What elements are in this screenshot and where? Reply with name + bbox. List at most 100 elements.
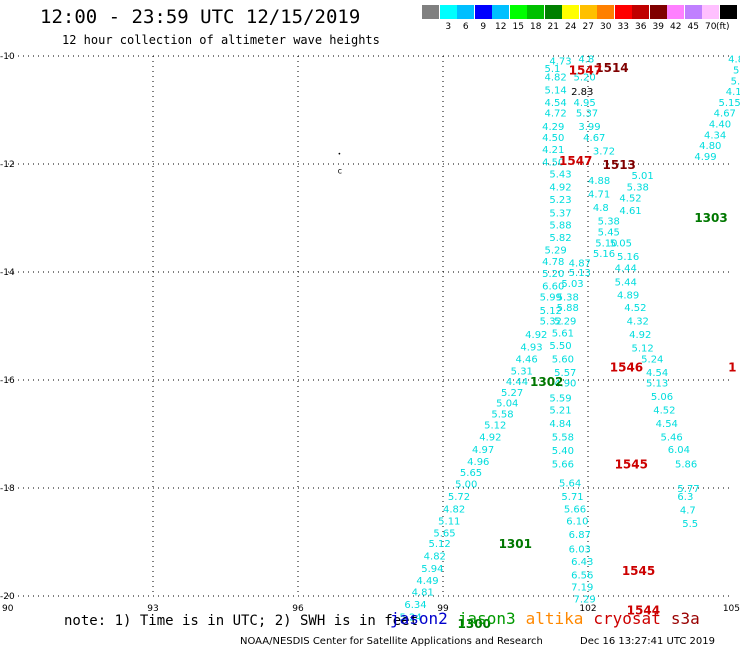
legend-swatch — [544, 5, 562, 19]
x-tick-label: 93 — [147, 604, 158, 614]
pass-time-label: 1303 — [694, 211, 727, 225]
legend-swatch — [649, 5, 667, 19]
wave-height-point: 5.03 — [561, 279, 583, 290]
wave-height-point: 3.72 — [593, 147, 615, 158]
wave-height-point: 5.38 — [557, 292, 579, 303]
wave-height-point: 5.12 — [632, 344, 654, 355]
page-subtitle: 12 hour collection of altimeter wave hei… — [62, 33, 380, 47]
wave-height-point: 4.80 — [699, 141, 721, 152]
wave-height-point: 6.34 — [404, 600, 426, 611]
x-tick-label: 96 — [292, 604, 304, 614]
wave-height-point: 4.81 — [412, 588, 434, 599]
wave-height-point: 4.97 — [472, 445, 494, 456]
legend-label: 3 — [445, 22, 452, 32]
wave-height-point: 4.95 — [574, 98, 596, 109]
wave-height-point: 4.84 — [549, 419, 571, 430]
wave-height-point: 5.06 — [651, 392, 673, 403]
legend-swatch — [492, 5, 509, 19]
wave-height-point: 5.37 — [576, 109, 598, 120]
legend-label: 36 — [635, 22, 647, 32]
satellite-s3a: s3a — [670, 609, 700, 628]
pass-time-label: 1 — [728, 361, 736, 375]
wave-height-point: 4.72 — [545, 109, 567, 120]
wave-height-point: 6.43 — [571, 557, 593, 568]
wave-height-point: 4.54 — [656, 419, 678, 430]
wave-height-point: 5.38 — [627, 183, 649, 194]
wave-height-point: 4.52 — [624, 303, 646, 314]
wave-height-point: 4.99 — [694, 152, 716, 163]
legend-label: 15 — [512, 22, 524, 32]
satellite-jason3: jason3 — [457, 609, 516, 628]
legend-label: 70 — [705, 22, 717, 32]
legend-label: 42 — [670, 22, 682, 32]
legend-swatch — [632, 5, 649, 19]
legend-swatch — [509, 5, 527, 19]
wave-height-point: 4.82 — [443, 505, 465, 516]
legend-swatch — [562, 5, 579, 19]
wave-height-point: 6.60 — [542, 282, 564, 293]
pass-time-label: 1545 — [615, 458, 648, 472]
wave-height-point: 6.56 — [571, 570, 593, 581]
wave-height-point: 4.67 — [714, 109, 736, 120]
wave-height-point: 5.14 — [545, 85, 567, 96]
note-text: note: 1) Time is in UTC; 2) SWH is in fe… — [64, 613, 419, 629]
grid-lines — [8, 55, 733, 597]
wave-height-point: 4.78 — [542, 257, 564, 268]
wave-height-point: 5.50 — [549, 341, 571, 352]
wave-height-point: 5.66 — [552, 460, 574, 471]
wave-height-point: 6.03 — [569, 544, 591, 555]
wave-height-point: 2.83 — [571, 87, 593, 98]
legend-swatch — [667, 5, 684, 19]
x-tick-label: 105 — [723, 604, 740, 614]
x-tick-label: 102 — [579, 604, 596, 614]
wave-height-point: 4.92 — [549, 183, 571, 194]
pass-time-label: 1546 — [610, 361, 643, 375]
legend-label: 39 — [652, 22, 664, 32]
wave-height-point: 5.00 — [455, 480, 477, 491]
wave-height-point: 4.92 — [525, 330, 547, 341]
wave-height-point: 4.52 — [653, 406, 675, 417]
legend-label: 33 — [617, 22, 629, 32]
legend-swatch — [457, 5, 474, 19]
legend-label: 6 — [462, 22, 469, 32]
legend-label: 18 — [530, 22, 542, 32]
legend-label: 45 — [687, 22, 699, 32]
y-tick-label: -20 — [0, 592, 15, 602]
wave-height-point: 4.50 — [542, 133, 564, 144]
wave-height-point: 5.58 — [491, 409, 513, 420]
wave-height-point: 5.27 — [501, 388, 523, 399]
wave-height-point: 4.8 — [728, 55, 740, 66]
wave-height-point: 5.99 — [540, 292, 562, 303]
wave-height-point: 5.01 — [632, 171, 654, 182]
wave-height-point: 4.32 — [627, 317, 649, 328]
wave-height-point: 5.23 — [549, 195, 571, 206]
legend-swatch — [719, 5, 737, 19]
pass-time-label: 1513 — [603, 158, 636, 172]
legend-swatch — [474, 5, 492, 19]
wave-height-point: 4.96 — [467, 457, 489, 468]
wave-height-point: 4.44 — [506, 377, 528, 388]
wave-height-point: 5.31 — [511, 366, 533, 377]
wave-height-point: 5.29 — [554, 317, 576, 328]
wave-height-point: 4.8 — [578, 55, 594, 66]
wave-height-point: 5.13 — [569, 268, 591, 279]
wave-height-point: 5.5 — [682, 519, 698, 530]
wave-height-point: 5.29 — [545, 245, 567, 256]
wave-height-point: 4.15 — [726, 87, 740, 98]
wave-height-point: 5.88 — [557, 303, 579, 314]
wave-height-point: 4.71 — [588, 190, 610, 201]
wave-height-point: 5.71 — [561, 492, 583, 503]
wave-height-point: 5.46 — [661, 433, 683, 444]
pass-time-label: 1545 — [622, 564, 655, 578]
wave-height-point: 5.11 — [438, 516, 460, 527]
wave-height-point: 5.20 — [574, 73, 596, 84]
pass-time-label: 1544 — [627, 604, 660, 618]
wave-height-point: 4.54 — [545, 98, 567, 109]
pass-time-label: 1302 — [530, 375, 563, 389]
wave-height-point: 5.32 — [540, 317, 562, 328]
wave-height-point: 6.87 — [569, 530, 591, 541]
pass-time-label: 1301 — [499, 537, 532, 551]
wave-height-point: 5.16 — [593, 249, 615, 260]
legend-swatch — [614, 5, 632, 19]
legend-label: 30 — [600, 22, 612, 32]
